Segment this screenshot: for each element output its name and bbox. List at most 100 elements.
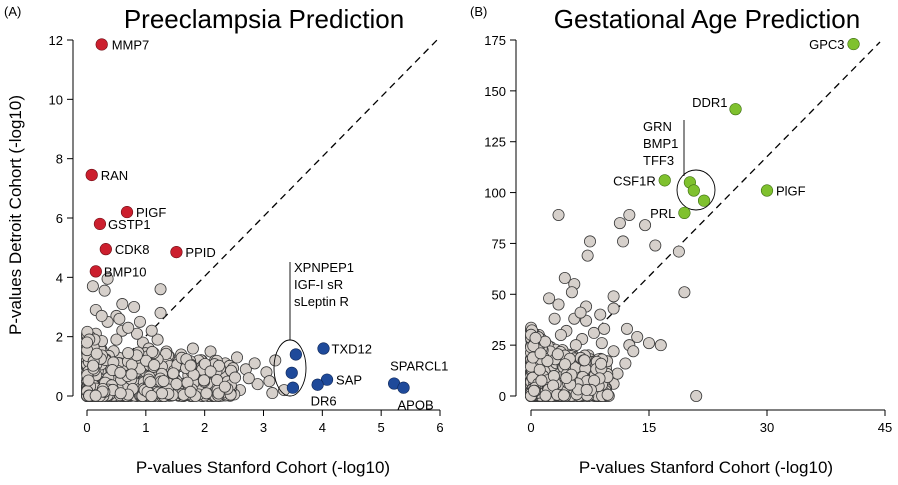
panel-b-highlight-point (658, 174, 671, 187)
panel-a-background-point (154, 283, 167, 296)
panel-b: (B) Gestational Age Prediction P-values … (470, 4, 892, 477)
panel-b-background-point (541, 355, 554, 368)
panel-a-background-point (95, 309, 108, 322)
panel-b-point-label: GPC3 (809, 37, 844, 52)
panel-a-highlight-point (317, 342, 330, 355)
panel-a-background-point (133, 315, 146, 328)
panel-a-background-point (248, 357, 261, 370)
panel-b-background-point (529, 331, 542, 344)
panel-b-background-point (574, 306, 587, 319)
panel-b-background-point (533, 363, 546, 376)
panel-b-title: Gestational Age Prediction (554, 4, 860, 34)
panel-a-ytick-label: 4 (56, 270, 63, 285)
panel-a-highlight-point (95, 38, 108, 51)
panel-a-background-point (148, 359, 161, 372)
panel-a-ytick-label: 8 (56, 152, 63, 167)
panel-a-background-point (198, 374, 211, 387)
panel-a-xlabel: P-values Stanford Cohort (-log10) (136, 458, 390, 477)
panel-a-point-label: PPID (185, 245, 215, 260)
panel-b-ytick-label: 100 (484, 186, 506, 201)
panel-a-background-point (98, 284, 111, 297)
panel-a-highlight-point (89, 265, 102, 278)
panel-b-xtick-label: 15 (642, 420, 656, 435)
panel-b-ytick-label: 0 (499, 389, 506, 404)
panel-b-background-point (534, 347, 547, 360)
panel-a-background-point (184, 385, 197, 398)
panel-b-background-point (595, 337, 608, 350)
panel-a-point-label: SPARCL1 (390, 359, 448, 374)
panel-a-highlight-point (311, 378, 324, 391)
panel-b-background-point (539, 389, 552, 402)
panel-a-background-point (204, 365, 217, 378)
panel-b-background-point (552, 298, 565, 311)
panel-b-highlight-point (697, 194, 711, 207)
panel-b-background-point (631, 331, 644, 344)
panel-b-background-point (620, 322, 633, 335)
panel-a-background-point (145, 324, 158, 337)
panel-b-highlight-point (847, 37, 860, 51)
panel-a-group-label-1: XPNPEP1 (294, 260, 354, 275)
panel-a-point-label: BMP10 (104, 264, 147, 279)
panel-b-background-point (643, 337, 656, 350)
panel-b-group-label-1: GRN (643, 119, 672, 134)
panel-a-highlight-point (397, 381, 410, 394)
panel-a-background-point (170, 377, 183, 390)
panel-b-background-point (613, 217, 626, 230)
panel-b-background-point (607, 302, 620, 315)
panel-a-background-point (110, 333, 123, 346)
panel-a-highlight-point (285, 366, 298, 379)
panel-b-background-point (598, 322, 611, 335)
panel-a-background-point (242, 372, 255, 385)
panel-a-group-label-2: IGF-I sR (294, 277, 343, 292)
panel-a-point-label: MMP7 (112, 37, 150, 52)
panel-a-background-point (87, 359, 100, 372)
panel-b-point-label: PRL (650, 206, 675, 221)
panel-a-point-label: CDK8 (115, 242, 150, 257)
panel-b-background-point (639, 219, 652, 232)
panel-a-point-label: RAN (101, 168, 128, 183)
panel-b-background-point (627, 345, 640, 358)
panel-a-ytick-label: 2 (56, 330, 63, 345)
panel-b-background-point (569, 339, 582, 352)
panel-b-background-point (580, 383, 593, 396)
panel-b-background-point (595, 357, 608, 370)
panel-a-background-point (167, 367, 180, 380)
panel-a-label: (A) (4, 4, 21, 19)
panel-b-background-point (594, 308, 607, 321)
panel-a-xtick-label: 3 (260, 420, 267, 435)
panel-a-highlight-point (320, 373, 334, 386)
panel-a-background-point (154, 306, 167, 319)
panel-b-point-label: CSF1R (613, 173, 656, 188)
panel-b-diagonal (530, 41, 881, 397)
panel-a-background-point (81, 336, 94, 349)
panel-a-ylabel: P-values Detroit Cohort (-log10) (6, 95, 25, 335)
panel-b-ytick-label: 50 (492, 287, 506, 302)
panel-b-highlight-point (687, 184, 700, 197)
panel-b-ytick-label: 75 (492, 236, 506, 251)
panel-a-highlight-point (120, 205, 134, 219)
panel-b-xtick-label: 0 (527, 420, 534, 435)
panel-a-background-point (231, 351, 244, 364)
panel-b-background-point (552, 208, 565, 221)
panel-b-xtick-label: 45 (878, 420, 892, 435)
panel-b-point-label: PlGF (776, 184, 806, 199)
panel-b-background-point (560, 372, 573, 385)
panel-a-background-point (122, 321, 135, 334)
panel-a-background-point (128, 300, 141, 313)
panel-a-xtick-label: 0 (83, 420, 90, 435)
panel-a-background-point (263, 375, 276, 388)
panel-a-background-point (131, 327, 144, 340)
panel-b-ytick-label: 25 (492, 338, 506, 353)
panel-a-xtick-label: 6 (436, 420, 443, 435)
panel-a-highlight-point (93, 217, 107, 231)
panel-b-background-point (554, 328, 567, 341)
panel-a: (A) Preeclampsia Prediction P-values Det… (4, 4, 448, 477)
panel-b-highlight-point (760, 184, 774, 197)
panel-a-background-point (90, 347, 103, 360)
panel-b-xlabel: P-values Stanford Cohort (-log10) (579, 458, 833, 477)
panel-a-background-point (160, 347, 173, 360)
panel-b-background-point (690, 389, 703, 402)
panel-b-background-point (543, 292, 556, 305)
panel-a-background-point (125, 368, 138, 381)
panel-b-background-point (619, 357, 632, 370)
